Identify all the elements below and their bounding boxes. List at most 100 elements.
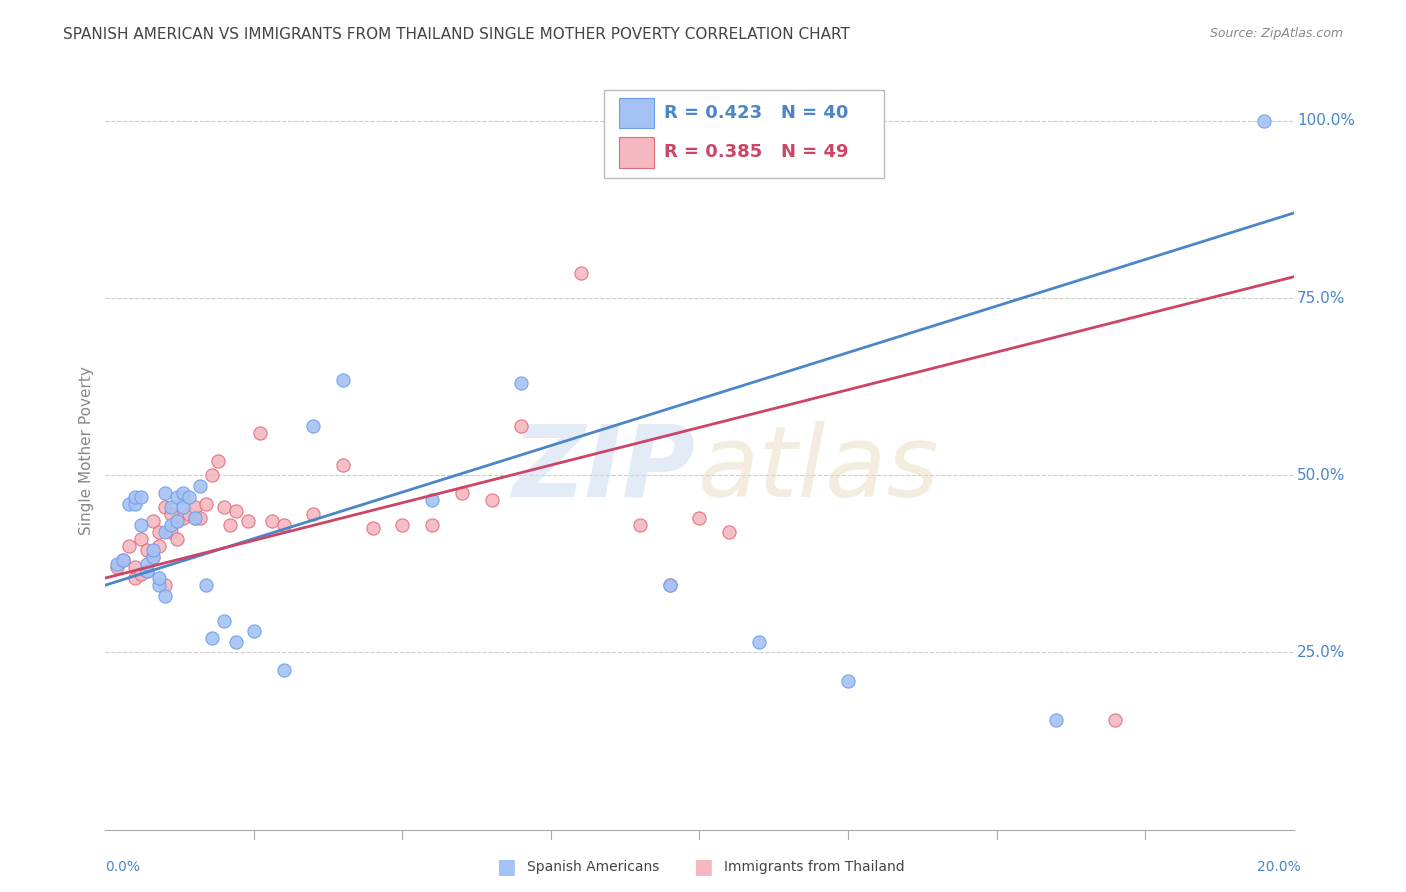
Point bbox=[1104, 713, 1126, 727]
Point bbox=[153, 524, 176, 539]
Text: Spanish Americans: Spanish Americans bbox=[527, 860, 659, 874]
Point bbox=[159, 517, 181, 532]
Point bbox=[273, 663, 295, 677]
FancyBboxPatch shape bbox=[619, 98, 654, 128]
Point bbox=[190, 479, 212, 493]
Point bbox=[214, 614, 236, 628]
Text: 25.0%: 25.0% bbox=[1298, 645, 1346, 660]
Point bbox=[148, 578, 170, 592]
Point bbox=[105, 557, 128, 571]
Point bbox=[689, 510, 711, 524]
Point bbox=[129, 517, 152, 532]
Point bbox=[159, 507, 181, 521]
Point bbox=[124, 497, 146, 511]
Point bbox=[183, 510, 205, 524]
Point bbox=[159, 524, 181, 539]
Point bbox=[129, 532, 152, 546]
Point bbox=[172, 486, 194, 500]
Point bbox=[361, 521, 384, 535]
Y-axis label: Single Mother Poverty: Single Mother Poverty bbox=[79, 366, 94, 535]
Point bbox=[153, 589, 176, 603]
Point bbox=[260, 514, 283, 528]
Point bbox=[1253, 114, 1275, 128]
Point bbox=[177, 507, 200, 521]
Point bbox=[510, 376, 533, 391]
Point bbox=[1045, 713, 1067, 727]
FancyBboxPatch shape bbox=[619, 137, 654, 168]
Point bbox=[148, 539, 170, 553]
Point bbox=[142, 549, 165, 564]
Point bbox=[153, 500, 176, 515]
Text: R = 0.423   N = 40: R = 0.423 N = 40 bbox=[664, 104, 848, 122]
Point bbox=[207, 454, 229, 468]
Point bbox=[190, 510, 212, 524]
Point bbox=[172, 490, 194, 504]
Point bbox=[302, 418, 325, 433]
Point bbox=[249, 425, 271, 440]
Point bbox=[450, 486, 472, 500]
Point bbox=[183, 510, 205, 524]
Point bbox=[628, 517, 651, 532]
Text: 0.0%: 0.0% bbox=[105, 860, 141, 874]
Text: ZIP: ZIP bbox=[513, 421, 696, 518]
Point bbox=[124, 490, 146, 504]
Point bbox=[195, 578, 218, 592]
Point bbox=[332, 458, 354, 472]
Point bbox=[302, 507, 325, 521]
Point bbox=[172, 510, 194, 524]
Text: Source: ZipAtlas.com: Source: ZipAtlas.com bbox=[1209, 27, 1343, 40]
Point bbox=[420, 493, 443, 508]
Point bbox=[136, 564, 159, 578]
Point bbox=[172, 500, 194, 515]
Text: ■: ■ bbox=[496, 857, 516, 877]
Point bbox=[332, 373, 354, 387]
Point bbox=[658, 578, 681, 592]
Point bbox=[124, 571, 146, 585]
FancyBboxPatch shape bbox=[605, 90, 883, 178]
Point bbox=[214, 500, 236, 515]
Point bbox=[153, 486, 176, 500]
Point bbox=[510, 418, 533, 433]
Text: R = 0.385   N = 49: R = 0.385 N = 49 bbox=[664, 144, 848, 161]
Point bbox=[142, 542, 165, 557]
Point bbox=[166, 490, 188, 504]
Text: 100.0%: 100.0% bbox=[1298, 113, 1355, 128]
Text: Immigrants from Thailand: Immigrants from Thailand bbox=[724, 860, 904, 874]
Text: 75.0%: 75.0% bbox=[1298, 291, 1346, 306]
Point bbox=[153, 578, 176, 592]
Point bbox=[129, 567, 152, 582]
Point bbox=[124, 560, 146, 574]
Point bbox=[118, 539, 141, 553]
Point bbox=[201, 632, 224, 646]
Point bbox=[183, 500, 205, 515]
Text: 50.0%: 50.0% bbox=[1298, 467, 1346, 483]
Point bbox=[142, 514, 165, 528]
Point bbox=[225, 504, 247, 518]
Point bbox=[658, 578, 681, 592]
Point bbox=[166, 514, 188, 528]
Point bbox=[148, 524, 170, 539]
Point bbox=[159, 500, 181, 515]
Point bbox=[136, 542, 159, 557]
Point bbox=[105, 560, 128, 574]
Point bbox=[225, 634, 247, 648]
Point bbox=[243, 624, 266, 639]
Point bbox=[112, 553, 135, 567]
Point bbox=[148, 571, 170, 585]
Point bbox=[718, 524, 741, 539]
Point bbox=[569, 266, 592, 280]
Point bbox=[112, 553, 135, 567]
Point bbox=[391, 517, 413, 532]
Point bbox=[136, 557, 159, 571]
Point bbox=[481, 493, 503, 508]
Point bbox=[166, 532, 188, 546]
Point bbox=[195, 497, 218, 511]
Point bbox=[420, 517, 443, 532]
Text: SPANISH AMERICAN VS IMMIGRANTS FROM THAILAND SINGLE MOTHER POVERTY CORRELATION C: SPANISH AMERICAN VS IMMIGRANTS FROM THAI… bbox=[63, 27, 851, 42]
Point bbox=[136, 564, 159, 578]
Point bbox=[177, 490, 200, 504]
Text: ■: ■ bbox=[693, 857, 713, 877]
Text: 20.0%: 20.0% bbox=[1257, 860, 1301, 874]
Point bbox=[837, 673, 859, 688]
Point bbox=[219, 517, 242, 532]
